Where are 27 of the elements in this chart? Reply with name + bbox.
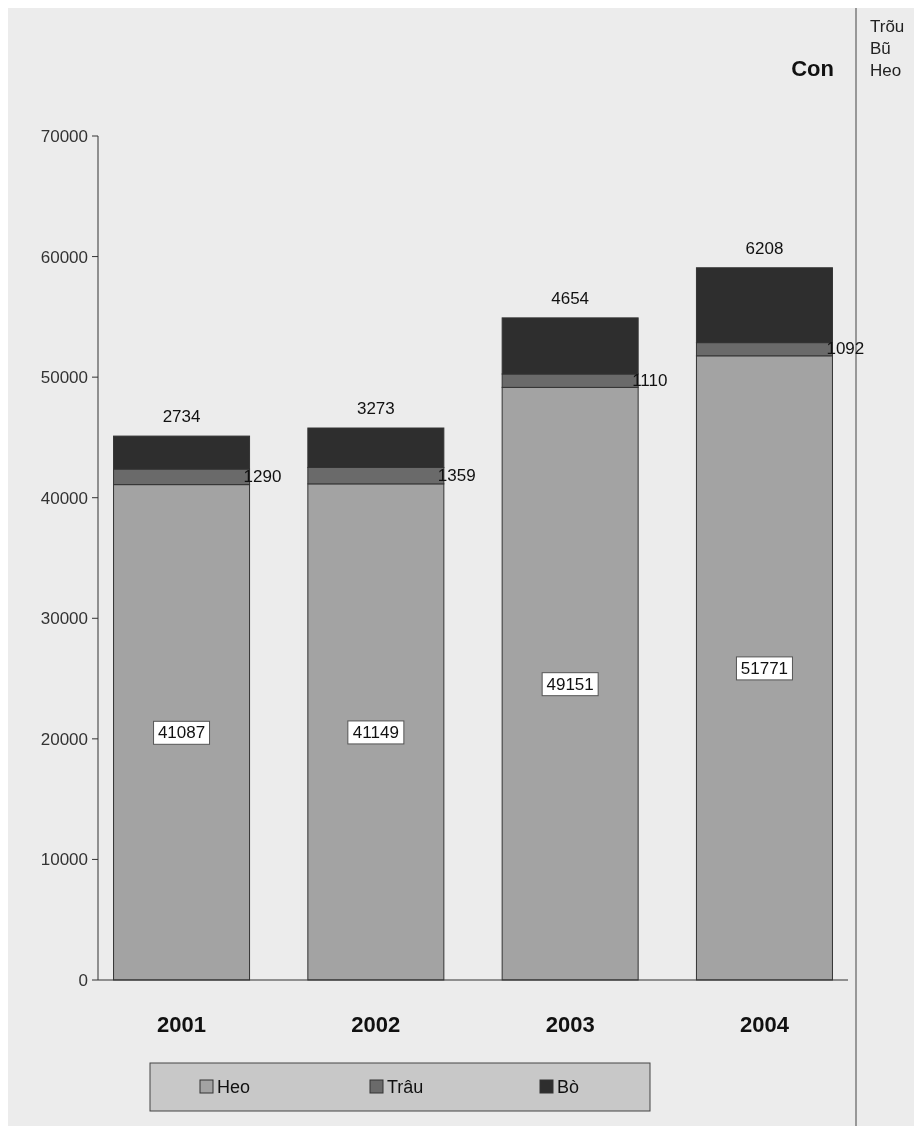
text: Heo [870, 61, 902, 80]
x-tick-label: 2002 [351, 1012, 401, 1037]
text: Bũ [870, 39, 891, 58]
legend-label: Trâu [387, 1077, 424, 1097]
y-axis-title: Con [791, 56, 834, 81]
y-tick-label: 50000 [40, 368, 88, 388]
data-label: 4654 [551, 288, 590, 308]
data-label: 6208 [745, 238, 784, 258]
y-tick-label: 30000 [40, 609, 88, 629]
y-tick-label: 40000 [40, 488, 88, 508]
y-tick-label: 10000 [40, 850, 88, 870]
data-label: 2734 [162, 407, 201, 427]
data-label: 41087 [157, 723, 206, 743]
x-tick-label: 2001 [157, 1012, 207, 1037]
data-label: 51771 [740, 658, 789, 678]
y-tick-label: 0 [78, 971, 88, 990]
x-tick-label: 2004 [739, 1012, 790, 1037]
x-tick-label: 2003 [545, 1012, 595, 1037]
legend-label: Bò [557, 1077, 580, 1097]
data-label: 3273 [356, 399, 395, 419]
text: Trõu [870, 17, 905, 36]
y-tick-label: 20000 [40, 729, 88, 749]
data-label: 49151 [546, 674, 594, 694]
data-label: 41149 [352, 722, 399, 742]
legend-label: Heo [217, 1077, 251, 1097]
y-tick-label: 60000 [40, 247, 88, 267]
y-tick-label: 70000 [40, 127, 88, 146]
